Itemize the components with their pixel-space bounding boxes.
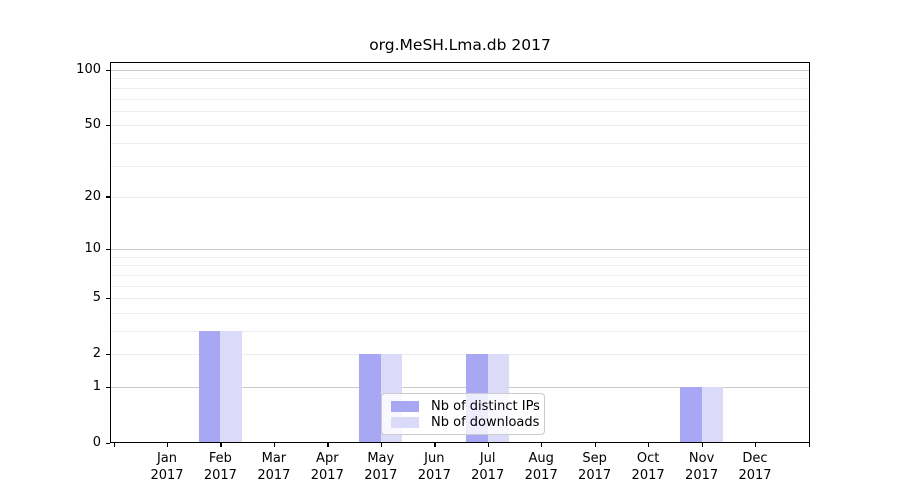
y-axis-tick-0 [106,442,110,444]
gridline-minor-9 [111,256,809,258]
x-axis-label-may: May 2017 [364,451,398,483]
y-axis-label-20: 20 [84,188,101,204]
y-axis-label-100: 100 [76,62,101,77]
legend-item-distinct-ips: Nb of distinct IPs [391,399,540,414]
x-axis-tick-2 [220,443,222,447]
legend-swatch-downloads [391,416,419,428]
y-axis-tick-2 [106,353,110,355]
y-axis-tick-1 [106,386,110,388]
x-axis-tick-5 [380,443,383,447]
x-axis-label-jun: Jun 2017 [417,451,451,483]
y-axis-tick-10 [106,248,110,250]
y-axis-label-5: 5 [92,290,101,306]
bar-downloads-feb [220,331,242,443]
legend-item-downloads: Nb of downloads [391,415,539,430]
gridline-minor-5 [111,298,809,300]
y-axis-label-0: 0 [92,435,101,450]
bar-distinct-ips-nov [680,387,702,443]
y-axis-tick-100 [106,69,110,71]
x-axis-label-feb: Feb 2017 [203,451,237,483]
x-axis-tick-4 [327,443,329,447]
gridline-minor-3 [111,331,809,332]
gridline-minor-20 [111,196,809,198]
y-axis-label-2: 2 [92,346,101,362]
x-axis-tick-9 [594,443,596,447]
y-axis-tick-5 [106,297,110,299]
gridline-minor-8 [111,265,809,267]
legend-swatch-distinct-ips [391,400,419,412]
x-axis-tick-6 [434,443,436,447]
gridline-minor-80 [111,87,809,89]
x-axis-label-oct: Oct 2017 [631,451,665,483]
x-axis-tick-0 [113,443,115,447]
y-axis-label-10: 10 [84,241,101,257]
bar-distinct-ips-feb [199,331,221,443]
gridline-major-1 [111,387,809,388]
x-axis-label-aug: Aug 2017 [524,451,558,483]
x-axis-label-sep: Sep 2017 [578,451,612,483]
gridline-minor-50 [111,125,809,127]
y-axis-tick-20 [106,196,110,198]
gridline-minor-7 [111,274,809,276]
gridline-minor-40 [111,142,809,144]
chart-title: org.MeSH.Lma.db 2017 [369,36,551,54]
gridline-minor-90 [111,78,809,80]
gridline-minor-2 [111,354,809,356]
gridline-minor-30 [111,165,809,167]
x-axis-label-nov: Nov 2017 [685,451,719,483]
bar-downloads-nov [701,387,723,443]
x-axis-tick-1 [167,443,169,447]
legend-label-distinct-ips: Nb of distinct IPs [431,398,540,414]
x-axis-tick-8 [541,443,543,447]
x-axis-label-jul: Jul 2017 [471,451,505,483]
x-axis-tick-10 [648,443,650,447]
x-axis-label-mar: Mar 2017 [257,451,291,483]
bar-distinct-ips-may [359,354,381,443]
x-axis-tick-13 [808,443,810,447]
gridline-minor-70 [111,98,809,100]
y-axis-label-50: 50 [84,117,101,133]
x-axis-label-apr: Apr 2017 [310,451,344,483]
gridline-major-100 [111,70,809,71]
x-axis-label-jan: Jan 2017 [150,451,184,483]
y-axis-label-1: 1 [92,379,101,394]
gridline-major-10 [111,249,809,251]
x-axis-tick-11 [701,443,703,447]
legend: Nb of distinct IPs Nb of downloads [381,393,545,435]
gridline-minor-6 [111,285,809,287]
gridline-minor-60 [111,110,809,112]
x-axis-tick-7 [487,443,489,447]
gridline-minor-4 [111,312,809,314]
x-axis-label-dec: Dec 2017 [738,451,772,483]
legend-label-downloads: Nb of downloads [431,414,540,430]
y-axis-tick-50 [106,124,110,126]
x-axis-tick-12 [755,443,757,447]
x-axis-tick-3 [273,443,276,447]
